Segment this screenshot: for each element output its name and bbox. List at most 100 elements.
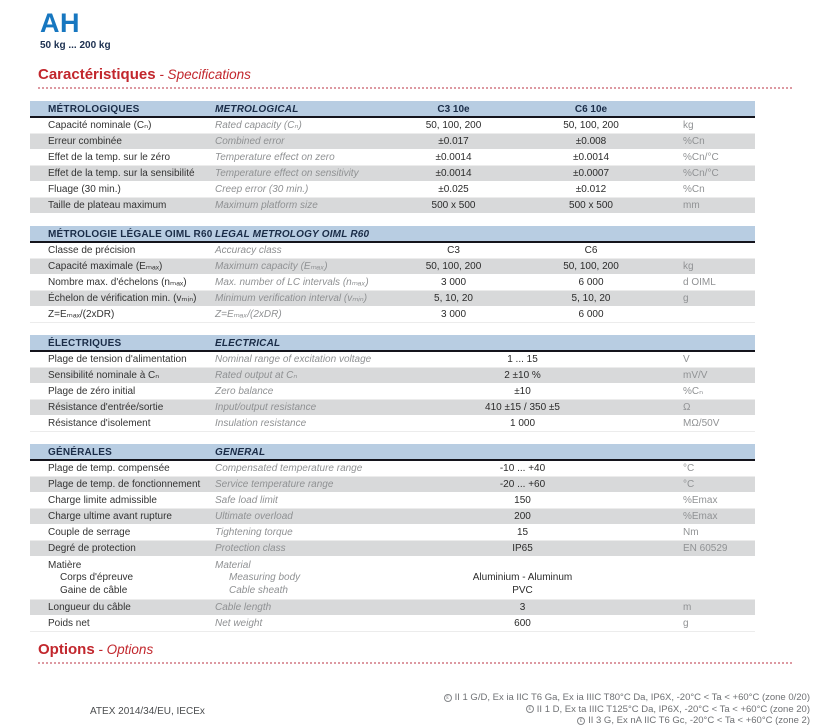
table-row: Plage de zéro initial Zero balance ±10 %Cₙ xyxy=(30,384,755,400)
cell-label-en: Maximum capacity (Eₘₐₓ) xyxy=(215,261,328,272)
cell-unit: %Cn xyxy=(683,184,705,195)
table-header-en: LEGAL METROLOGY OIML R60 xyxy=(215,229,370,240)
cell-label-fr: Longueur du câble xyxy=(48,601,131,613)
cell-label-fr: Poids net xyxy=(48,617,90,629)
cell-label-fr: Effet de la temp. sur le zéro xyxy=(48,152,171,163)
table-metrological: MÉTROLOGIQUES METROLOGICAL C3 10e C6 10e Cap… xyxy=(30,101,755,214)
table-header-legal-metrology: MÉTROLOGIE LÉGALE OIML R60 LEGAL METROLOG… xyxy=(30,226,755,243)
options-title-fr: Options xyxy=(38,640,95,658)
atex-directive-label: ATEX 2014/34/EU, IECEx xyxy=(90,706,205,717)
cell-unit: %Cn/°C xyxy=(683,168,719,179)
cell-label-fr: Effet de la temp. sur la sensibilité xyxy=(48,168,195,179)
cell-label-fr: Résistance d'isolement xyxy=(48,418,151,429)
cell-value-c6: 50, 100, 200 xyxy=(563,120,619,131)
table-electrical: ÉLECTRIQUES ELECTRICAL Plage de tension d'… xyxy=(30,335,755,432)
table-row: Taille de plateau maximum Maximum platfor… xyxy=(30,198,755,214)
section-title-fr: Caractéristiques xyxy=(38,66,156,83)
cell-unit: EN 60529 xyxy=(683,543,728,554)
table-row: Plage de temp. de fonctionnement Service … xyxy=(30,477,755,493)
cell-value-c3: C3 xyxy=(447,245,460,256)
cell-unit: %Cn xyxy=(683,136,705,147)
certification-lines: ε II 1 G/D, Ex ia IIC T6 Ga, Ex ia IIIC T… xyxy=(443,692,810,727)
cell-label-en: Protection class xyxy=(215,543,286,554)
column-header-c6: C6 10e xyxy=(574,104,608,115)
cell-value-c3: ±0.025 xyxy=(438,184,469,195)
table-row: Degré de protection Protection class IP65 E… xyxy=(30,541,755,557)
cell-value-merged: 1 000 xyxy=(509,418,536,429)
options-title-en: - Options xyxy=(94,641,154,657)
cell-value-c3: 50, 100, 200 xyxy=(425,120,482,131)
cell-value-merged: -10 ... +40 xyxy=(499,463,546,474)
cell-label-fr: Résistance d'entrée/sortie xyxy=(48,402,164,413)
certification-line: ε II 1 G/D, Ex ia IIC T6 Ga, Ex ia IIIC T… xyxy=(443,692,810,704)
table-row: Charge ultime avant rupture Ultimate over… xyxy=(30,509,755,525)
table-row: Capacité nominale (Cₙ) Rated capacity (Cₙ… xyxy=(30,118,755,134)
material-sub-line: Matière Material xyxy=(30,559,755,572)
cell-label-fr: Gaine de câble xyxy=(60,584,128,596)
cell-unit: %Cn/°C xyxy=(683,152,719,163)
cell-unit: kg xyxy=(683,120,694,131)
cell-label-en: Ultimate overload xyxy=(215,511,293,522)
cell-label-en: Accuracy class xyxy=(215,245,282,256)
cell-label-fr: Erreur combinée xyxy=(48,136,122,147)
cell-label-fr: Charge limite admissible xyxy=(48,495,157,506)
section-heading-specifications: Caractéristiques - Specifications xyxy=(38,66,792,89)
table-header-electrical: ÉLECTRIQUES ELECTRICAL xyxy=(30,335,755,352)
table-row: Fluage (30 min.) Creep error (30 min.) ±0.… xyxy=(30,182,755,198)
table-legal-metrology: MÉTROLOGIE LÉGALE OIML R60 LEGAL METROLOG… xyxy=(30,226,755,323)
cell-label-fr: Échelon de vérification min. (vₘᵢₙ) xyxy=(48,293,197,304)
table-header-fr: GÉNÉRALES xyxy=(48,447,113,458)
cell-label-en: Cable length xyxy=(215,601,272,613)
table-row: Z=Eₘₐₓ/(2xDR) Z=Eₘₐₓ/(2xDR) 3 000 6 000 xyxy=(30,307,755,323)
cell-label-en: Net weight xyxy=(215,617,263,629)
section-heading-options: Options - Options xyxy=(38,641,792,664)
table-row: Résistance d'entrée/sortie Input/output r… xyxy=(30,400,755,416)
cell-label-en: Rated capacity (Cₙ) xyxy=(215,120,302,131)
cell-label-en: Zero balance xyxy=(215,386,274,397)
cell-label-fr: Matière xyxy=(48,559,82,571)
cell-label-en: Temperature effect on zero xyxy=(215,152,335,163)
capacity-range: 50 kg ... 200 kg xyxy=(40,40,111,51)
cell-label-fr: Degré de protection xyxy=(48,543,136,554)
cell-label-fr: Fluage (30 min.) xyxy=(48,184,121,195)
cell-value-c6: 50, 100, 200 xyxy=(563,261,619,272)
table-header-en: ELECTRICAL xyxy=(215,338,281,349)
table-row: Plage de tension d'alimentation Nominal r… xyxy=(30,352,755,368)
cell-unit: %Emax xyxy=(683,511,718,522)
table-header-fr: MÉTROLOGIE LÉGALE OIML R60 xyxy=(48,229,213,240)
cell-value-merged: 150 xyxy=(514,495,531,506)
cell-unit: %Emax xyxy=(683,495,718,506)
cell-label-en: Temperature effect on sensitivity xyxy=(215,168,359,179)
cell-value-c3: ±0.0014 xyxy=(435,168,472,179)
cell-value: PVC xyxy=(512,584,533,596)
cell-label-fr: Plage de zéro initial xyxy=(48,386,136,397)
cell-unit: mm xyxy=(683,200,700,211)
cell-label-en: Measuring body xyxy=(229,572,301,584)
cell-value: Aluminium - Aluminum xyxy=(472,572,573,584)
cell-value-c6: ±0.012 xyxy=(575,184,607,195)
cell-unit: %Cₙ xyxy=(683,386,704,397)
certification-line: ε II 3 G, Ex nA IIC T6 Gc, -20°C < Ta < +… xyxy=(577,715,810,727)
cell-value-merged: 15 xyxy=(516,527,529,538)
cell-label-fr: Charge ultime avant rupture xyxy=(48,511,172,522)
cell-unit: Ω xyxy=(683,402,691,413)
cell-value-merged: IP65 xyxy=(512,543,533,554)
certification-text: II 1 G/D, Ex ia IIC T6 Ga, Ex ia IIIC T8… xyxy=(454,692,810,704)
cell-unit: °C xyxy=(683,463,695,474)
table-header-metrological: MÉTROLOGIQUES METROLOGICAL C3 10e C6 10e xyxy=(30,101,755,118)
cell-label-fr: Classe de précision xyxy=(48,245,136,256)
cell-value-c6: ±0.008 xyxy=(575,136,607,147)
cell-label-en: Max. number of LC intervals (nₘₐₓ) xyxy=(215,277,369,288)
spec-tables-container: MÉTROLOGIQUES METROLOGICAL C3 10e C6 10e Cap… xyxy=(0,101,826,632)
cell-value-c6: C6 xyxy=(584,245,598,256)
cell-value-merged: -20 ... +60 xyxy=(499,479,546,490)
table-general: GÉNÉRALES GENERAL Plage de temp. compensée… xyxy=(30,444,755,632)
cell-value-merged: 410 ±15 / 350 ±5 xyxy=(485,402,560,413)
table-row: Effet de la temp. sur la sensibilité Temp… xyxy=(30,166,755,182)
section-title-en: - Specifications xyxy=(155,67,251,82)
product-title: AH xyxy=(40,8,80,38)
table-row: Nombre max. d'échelons (nₘₐₓ) Max. number… xyxy=(30,275,755,291)
cell-label-en: Insulation resistance xyxy=(215,418,307,429)
table-header-fr: MÉTROLOGIQUES xyxy=(48,104,140,115)
table-row: Classe de précision Accuracy class C3 C6 xyxy=(30,243,755,259)
